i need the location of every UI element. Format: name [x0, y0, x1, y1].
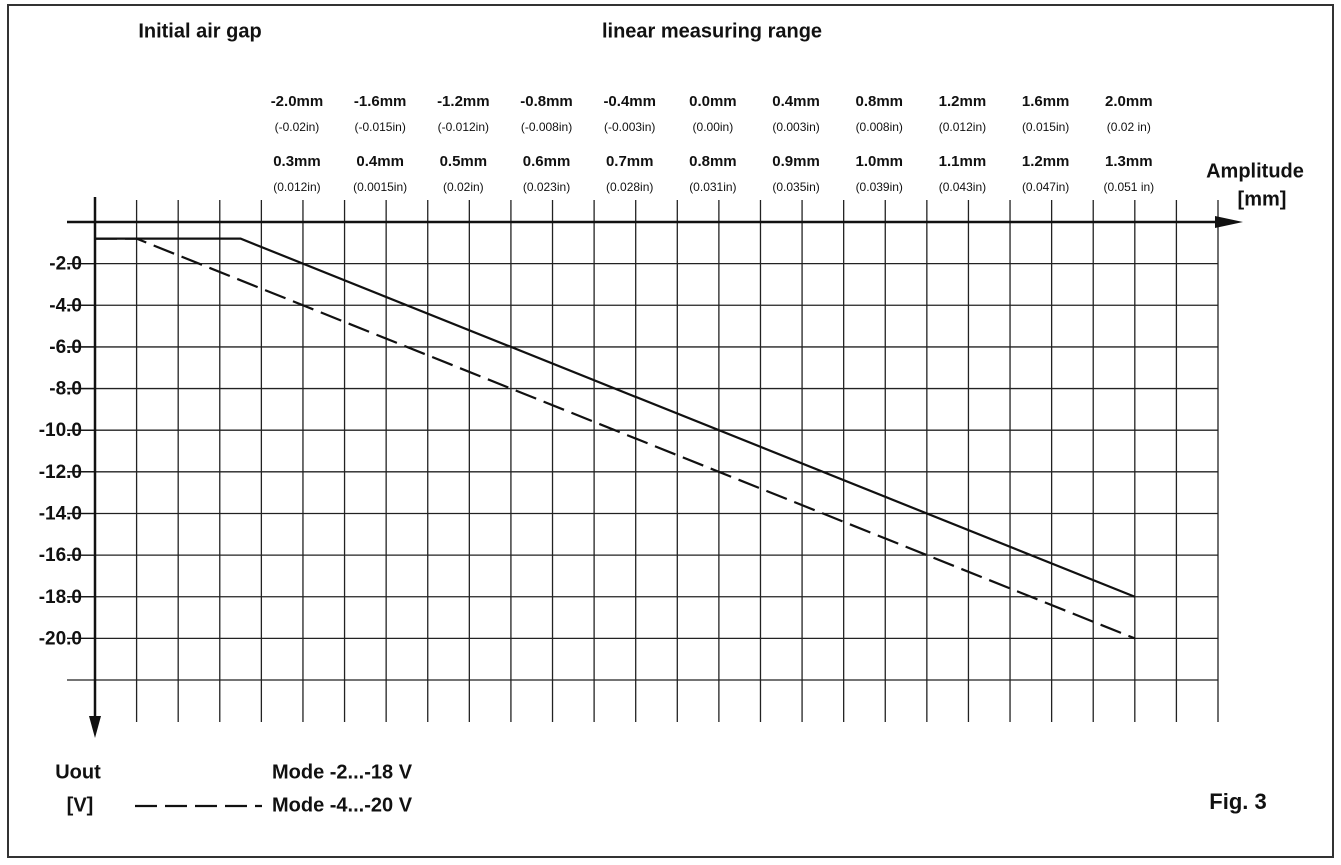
x-tick-label: 1.0mm [855, 153, 903, 170]
x-tick-label: 0.4mm [356, 153, 404, 170]
x-axis-label: Amplitude [1206, 160, 1304, 182]
x-tick-label: 0.7mm [606, 153, 654, 170]
range-inch-label: (0.015in) [1022, 120, 1069, 134]
x-tick-label: 0.5mm [440, 153, 488, 170]
range-label: 0.8mm [855, 93, 903, 110]
y-tick-label: -4.0 [49, 295, 82, 316]
range-inch-label: (0.012in) [939, 120, 986, 134]
range-label: 2.0mm [1105, 93, 1153, 110]
legend-label: Mode -4...-20 V [272, 794, 413, 816]
y-tick-label: -6.0 [49, 337, 82, 358]
x-tick-label: 1.1mm [939, 153, 987, 170]
figure-label: Fig. 3 [1209, 789, 1266, 814]
x-tick-inch-label: (0.035in) [772, 180, 819, 194]
x-tick-inch-label: (0.039in) [856, 180, 903, 194]
series-line [95, 237, 1136, 598]
x-axis-unit: [mm] [1238, 188, 1287, 210]
range-label: -0.8mm [520, 93, 573, 110]
y-tick-label: -12.0 [39, 462, 82, 483]
range-label: 0.0mm [689, 93, 737, 110]
range-inch-label: (-0.012in) [438, 120, 489, 134]
y-axis-arrow [89, 716, 101, 738]
legend-label: Mode -2...-18 V [272, 761, 413, 783]
chart-title: linear measuring range [602, 20, 822, 42]
y-tick-label: -18.0 [39, 587, 82, 608]
x-tick-label: 1.3mm [1105, 153, 1153, 170]
range-label: 1.6mm [1022, 93, 1070, 110]
range-inch-label: (-0.02in) [275, 120, 320, 134]
range-inch-label: (0.003in) [772, 120, 819, 134]
range-label: -2.0mm [271, 93, 324, 110]
x-tick-label: 0.3mm [273, 153, 321, 170]
x-tick-inch-label: (0.043in) [939, 180, 986, 194]
y-tick-label: -10.0 [39, 420, 82, 441]
series-line [95, 237, 1136, 640]
x-tick-label: 0.9mm [772, 153, 820, 170]
x-tick-label: 0.6mm [523, 153, 571, 170]
x-axis-arrow [1215, 216, 1243, 228]
x-tick-inch-label: (0.047in) [1022, 180, 1069, 194]
frame [7, 4, 1334, 858]
subtitle: Initial air gap [138, 20, 261, 42]
range-inch-label: (0.02 in) [1107, 120, 1151, 134]
y-axis-label: Uout [55, 761, 101, 783]
y-tick-label: -16.0 [39, 545, 82, 566]
range-inch-label: (-0.003in) [604, 120, 655, 134]
range-label: -1.2mm [437, 93, 490, 110]
range-inch-label: (0.008in) [856, 120, 903, 134]
x-tick-label: 1.2mm [1022, 153, 1070, 170]
y-tick-label: -8.0 [49, 379, 82, 400]
x-tick-inch-label: (0.031in) [689, 180, 736, 194]
x-tick-inch-label: (0.023in) [523, 180, 570, 194]
range-label: 1.2mm [939, 93, 987, 110]
range-label: -0.4mm [603, 93, 656, 110]
range-inch-label: (-0.008in) [521, 120, 572, 134]
y-tick-label: -2.0 [49, 254, 82, 275]
x-tick-inch-label: (0.051 in) [1103, 180, 1154, 194]
x-tick-label: 0.8mm [689, 153, 737, 170]
x-tick-inch-label: (0.012in) [273, 180, 320, 194]
y-tick-label: -14.0 [39, 503, 82, 524]
range-inch-label: (-0.015in) [354, 120, 405, 134]
x-tick-inch-label: (0.028in) [606, 180, 653, 194]
range-label: 0.4mm [772, 93, 820, 110]
range-inch-label: (0.00in) [693, 120, 734, 134]
y-axis-unit: [V] [67, 794, 94, 816]
x-tick-inch-label: (0.02in) [443, 180, 484, 194]
x-tick-inch-label: (0.0015in) [353, 180, 407, 194]
y-tick-label: -20.0 [39, 628, 82, 649]
range-label: -1.6mm [354, 93, 407, 110]
